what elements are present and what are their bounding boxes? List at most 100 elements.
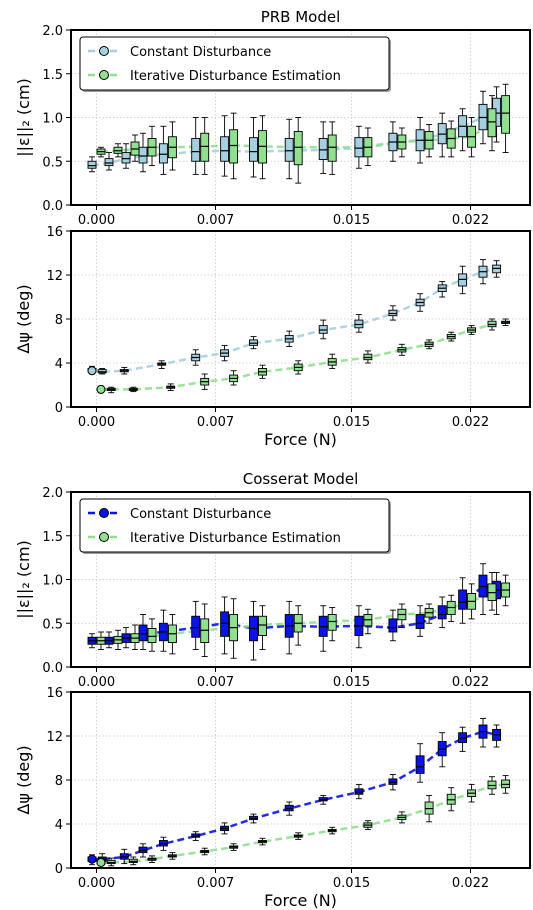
- box: [318, 794, 328, 805]
- grid: [71, 691, 530, 869]
- legend-marker: [99, 532, 109, 542]
- box-body: [104, 158, 114, 167]
- box: [424, 339, 434, 350]
- box: [121, 143, 131, 169]
- box: [200, 603, 210, 657]
- box: [249, 336, 258, 350]
- x-tick-label: 0.007: [197, 415, 234, 430]
- start-marker: [87, 854, 97, 864]
- series-boxes-1: [96, 775, 511, 867]
- box: [492, 724, 502, 748]
- legend: Constant Disturbance Iterative Disturbanc…: [79, 498, 391, 554]
- box-body: [327, 614, 337, 631]
- box: [458, 726, 468, 752]
- box: [166, 383, 176, 391]
- box-body: [191, 138, 201, 162]
- legend-label: Iterative Disturbance Estimation: [130, 531, 341, 546]
- y-tick-label: 4: [55, 818, 63, 833]
- box: [113, 629, 123, 650]
- ticks: 0.0 0.5 1.0 1.5 2.0 0.000 0.007 0.015 0.022: [42, 24, 489, 228]
- box: [293, 832, 303, 840]
- x-tick-label: 0.015: [333, 876, 370, 891]
- box: [167, 121, 177, 171]
- y-tick-label: 0.0: [42, 661, 63, 676]
- box: [121, 627, 131, 649]
- box-body: [388, 618, 398, 633]
- x-tick-label: 0.022: [452, 415, 489, 430]
- box: [249, 117, 258, 178]
- x-tick-label: 0.015: [333, 213, 370, 228]
- box: [220, 822, 230, 835]
- box: [424, 794, 434, 823]
- box: [130, 134, 140, 162]
- box: [415, 605, 425, 637]
- box-body: [158, 143, 168, 164]
- box: [229, 370, 239, 386]
- box-body: [200, 132, 210, 162]
- y-axis-label: Δψ (deg): [14, 745, 33, 814]
- y-tick-label: 2.0: [42, 24, 63, 39]
- box: [128, 386, 138, 393]
- box: [158, 609, 168, 652]
- legend-label: Iterative Disturbance Estimation: [130, 69, 341, 84]
- series-line-0: [91, 267, 497, 374]
- box: [363, 608, 373, 635]
- prb-angle-panel: 0 4 8 12 16 0.000 0.007 0.015 0.022 Δψ (deg) Force…: [14, 225, 531, 449]
- ticks: 0.0 0.5 1.0 1.5 2.0 0.000 0.007 0.015 0.022: [42, 486, 489, 690]
- x-tick-label: 0.000: [78, 675, 115, 690]
- box: [119, 848, 129, 865]
- box: [363, 350, 373, 364]
- chart-title: Cosserat Model: [243, 470, 359, 488]
- y-tick-label: 16: [46, 686, 63, 701]
- box: [363, 127, 373, 167]
- box: [327, 607, 337, 642]
- x-axis-label: Force (N): [264, 891, 337, 910]
- x-tick-label: 0.022: [452, 876, 489, 891]
- box: [446, 120, 456, 158]
- box: [415, 293, 425, 312]
- box: [467, 583, 477, 620]
- box-body: [258, 615, 267, 636]
- series-line-0: [92, 730, 497, 861]
- box: [128, 856, 138, 866]
- legend-label: Constant Disturbance: [130, 45, 271, 60]
- box-body: [191, 615, 201, 638]
- box: [258, 364, 267, 379]
- box-body: [318, 138, 328, 160]
- cosserat-angle-panel: 0 4 8 12 16 0.000 0.007 0.015 0.022 Δψ (deg) Force…: [14, 686, 531, 910]
- box-body: [415, 614, 425, 629]
- series-boxes-1: [96, 572, 511, 659]
- box: [354, 125, 364, 169]
- x-tick-label: 0.007: [197, 213, 234, 228]
- box: [501, 318, 511, 327]
- x-tick-label: 0.000: [78, 415, 115, 430]
- box: [437, 112, 447, 158]
- box: [437, 281, 447, 298]
- box: [388, 121, 398, 162]
- y-tick-label: 0: [55, 862, 63, 877]
- box: [258, 605, 267, 650]
- legend-frame: [79, 498, 390, 553]
- y-tick-label: 1.5: [42, 530, 63, 545]
- x-tick-label: 0.000: [78, 213, 115, 228]
- box: [191, 117, 201, 175]
- grid: [71, 230, 530, 408]
- box: [388, 609, 398, 642]
- y-tick-label: 12: [46, 730, 63, 745]
- axes-frame: [70, 491, 531, 668]
- box: [157, 360, 167, 369]
- box: [229, 598, 239, 659]
- box: [501, 775, 511, 794]
- box: [96, 631, 106, 650]
- box: [501, 83, 511, 153]
- box-body: [437, 605, 447, 620]
- box: [318, 319, 328, 340]
- y-tick-label: 0.0: [42, 199, 63, 214]
- box: [130, 624, 140, 650]
- box: [458, 265, 468, 295]
- legend-label: Constant Disturbance: [130, 507, 271, 522]
- y-tick-label: 8: [55, 313, 63, 328]
- box: [200, 847, 210, 856]
- cosserat-error-panel: 0.0 0.5 1.0 1.5 2.0 0.000 0.007 0.015 0.022 ||ε||…: [14, 470, 531, 690]
